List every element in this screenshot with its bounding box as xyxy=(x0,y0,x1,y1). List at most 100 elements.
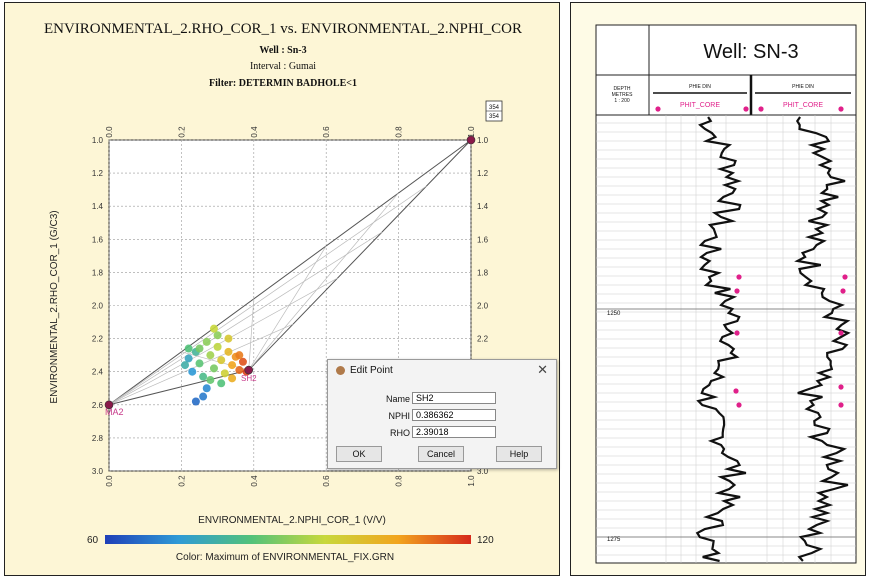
track2-header: PHIE DIN xyxy=(792,84,814,90)
nphi-field[interactable] xyxy=(412,409,496,421)
colorbar xyxy=(105,535,471,544)
depth-label-1250: 1250 xyxy=(607,311,621,317)
scatter-point xyxy=(228,374,237,383)
y-tick-label-right: 1.8 xyxy=(477,268,489,277)
well-log-title: Well: SN-3 xyxy=(703,41,798,63)
y-tick-label-right: 1.4 xyxy=(477,202,489,211)
well-log-panel: Well: SN-3 DEPTH METRES 1 : 200 PHIE DIN… xyxy=(570,2,866,576)
dialog-title: Edit Point xyxy=(350,365,393,376)
x-tick-label: 0.0 xyxy=(105,126,114,138)
y-tick-label: 2.4 xyxy=(92,368,104,377)
scatter-point xyxy=(228,361,237,370)
scatter-point xyxy=(188,367,197,376)
endpoint-marker xyxy=(244,365,254,375)
scatter-point xyxy=(235,351,244,360)
scatter-point xyxy=(184,354,193,363)
name-label: Name xyxy=(385,394,410,404)
edit-point-dialog[interactable]: Edit Point ✕ Name NPHI RHO OK Cancel Hel… xyxy=(327,359,557,469)
cancel-button[interactable]: Cancel xyxy=(418,446,464,462)
y-tick-label: 3.0 xyxy=(92,467,104,476)
y-tick-label: 1.4 xyxy=(92,202,104,211)
y-tick-label-right: 1.2 xyxy=(477,169,489,178)
core-points xyxy=(655,106,848,408)
x-axis-title: ENVIRONMENTAL_2.NPHI_COR_1 (V/V) xyxy=(198,515,386,526)
y-tick-label: 2.8 xyxy=(92,434,104,443)
scatter-point xyxy=(238,357,247,366)
scatter-point xyxy=(213,331,222,340)
core-point xyxy=(842,274,848,280)
crossplot-svg: 0.00.00.20.20.40.40.60.60.80.81.01.01.0 1… xyxy=(49,100,503,563)
name-row: Name xyxy=(328,392,556,406)
y-tick-label-right: 3.0 xyxy=(477,467,489,476)
dialog-app-icon xyxy=(336,366,345,375)
track2-sub: PHIT_CORE xyxy=(783,102,823,109)
iso-line xyxy=(248,298,255,371)
endpoints xyxy=(104,135,476,410)
core-point xyxy=(733,388,739,394)
y-tick-label: 2.0 xyxy=(92,302,104,311)
crossplot-panel: ENVIRONMENTAL_2.RHO_COR_1 vs. ENVIRONMEN… xyxy=(4,2,560,576)
ma2-label: MA2 xyxy=(105,407,124,417)
iso-line xyxy=(108,185,427,406)
triangle-outline xyxy=(108,139,472,406)
help-button[interactable]: Help xyxy=(496,446,542,462)
core-point xyxy=(838,402,844,408)
close-icon[interactable]: ✕ xyxy=(537,362,548,377)
x-tick-label: 0.4 xyxy=(250,126,259,138)
scatter-point xyxy=(195,344,204,353)
scatter-point xyxy=(217,379,226,388)
core-point xyxy=(838,330,844,336)
endpoint-marker xyxy=(466,135,476,145)
triangle-lines xyxy=(108,139,472,406)
core-point xyxy=(736,402,742,408)
y-tick-label-right: 2.0 xyxy=(477,302,489,311)
scatter-point xyxy=(209,324,218,333)
colorbar-label: Color: Maximum of ENVIRONMENTAL_FIX.GRN xyxy=(176,552,394,563)
core-point xyxy=(840,288,846,294)
log-curve-track2 xyxy=(794,116,851,562)
interval-line: Interval : Gumai xyxy=(249,61,317,72)
scatter-point xyxy=(199,372,208,381)
scatter-point xyxy=(235,366,244,375)
core-point xyxy=(743,106,749,112)
name-field[interactable] xyxy=(412,392,496,404)
nphi-row: NPHI xyxy=(328,409,556,423)
scatter-point xyxy=(217,356,226,365)
nphi-label: NPHI xyxy=(388,411,410,421)
depth-header-1: DEPTH xyxy=(614,86,631,92)
y-tick-label: 1.2 xyxy=(92,169,104,178)
colorbar-min: 60 xyxy=(87,535,99,546)
y-tick-label: 2.2 xyxy=(92,335,104,344)
scatter-point xyxy=(199,392,208,401)
y-tick-label-right: 1.6 xyxy=(477,235,489,244)
header-box xyxy=(595,24,857,76)
x-tick-label: 0.4 xyxy=(250,475,259,487)
y-tick-label: 2.6 xyxy=(92,401,104,410)
rho-label: RHO xyxy=(390,428,410,438)
iso-line xyxy=(108,231,383,406)
rho-row: RHO xyxy=(328,426,556,440)
core-point xyxy=(758,106,764,112)
rho-field[interactable] xyxy=(412,426,496,438)
scatter-point xyxy=(209,364,218,373)
iso-line xyxy=(248,245,327,371)
data-points xyxy=(181,324,251,406)
sh2-label: SH2 xyxy=(241,374,257,383)
core-point xyxy=(734,330,740,336)
x-tick-label: 0.6 xyxy=(322,126,331,138)
scatter-point xyxy=(206,351,215,360)
x-tick-label: 1.0 xyxy=(467,475,476,487)
track1-header: PHIE DIN xyxy=(689,84,711,90)
x-tick-label: 0.8 xyxy=(395,126,404,138)
x-tick-label: 0.2 xyxy=(177,475,186,487)
scatter-point xyxy=(181,361,190,370)
scatter-point xyxy=(220,369,229,378)
ok-button[interactable]: OK xyxy=(336,446,382,462)
track1-sub: PHIT_CORE xyxy=(680,102,720,109)
core-point xyxy=(736,274,742,280)
scatter-point xyxy=(202,337,211,346)
badge-top: 354 xyxy=(489,105,500,111)
depth-header-2: METRES xyxy=(612,92,634,98)
log-curve-track1 xyxy=(695,116,747,563)
y-tick-label-right: 2.2 xyxy=(477,335,489,344)
